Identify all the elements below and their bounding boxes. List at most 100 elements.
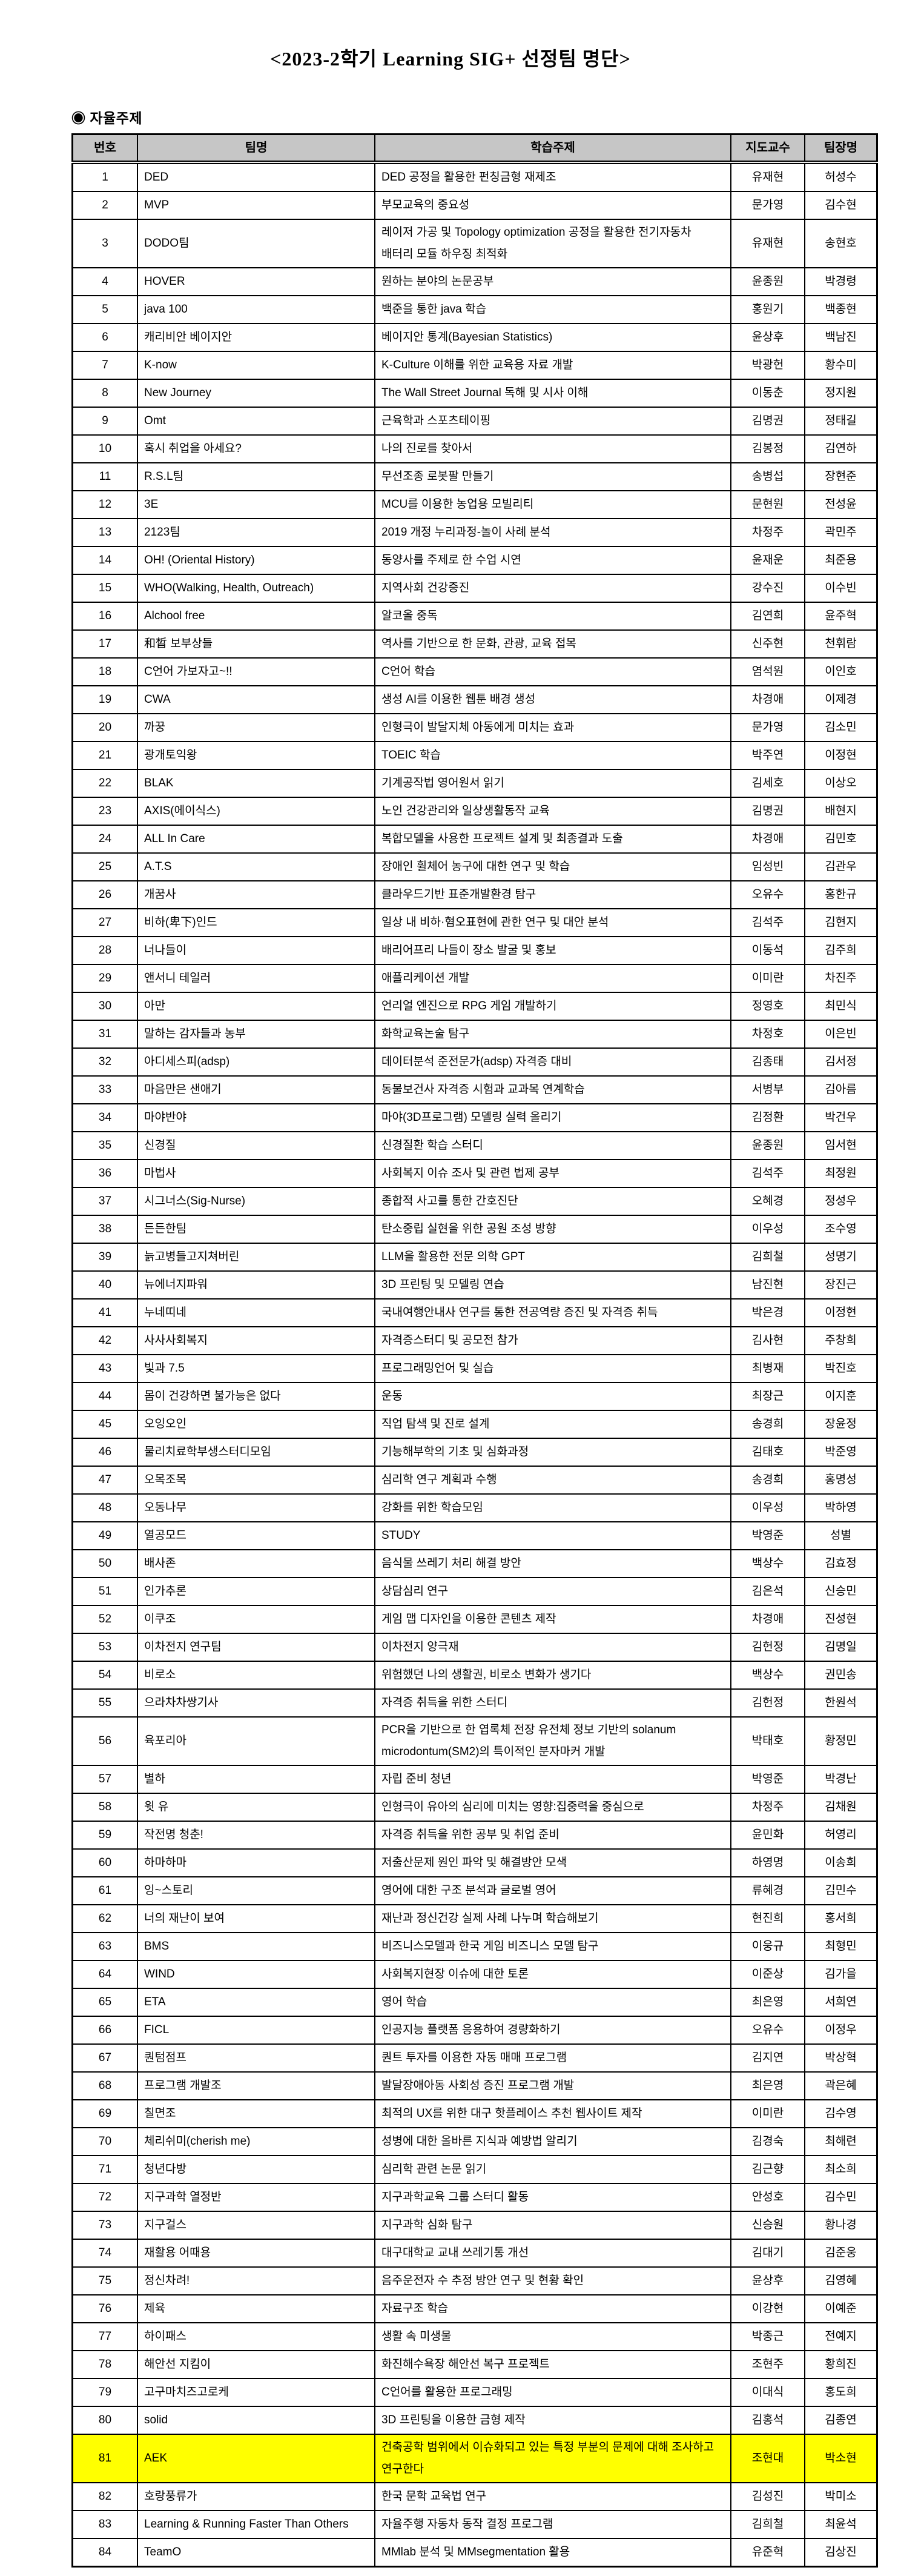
advisor-cell: 김연희 (730, 602, 805, 631)
leader-cell: 최소희 (804, 2155, 878, 2184)
team-name-cell: DODO팀 (137, 219, 375, 268)
table-row: 37 시그너스(Sig-Nurse) 종합적 사고를 통한 간호진단 오혜경 정성우 (71, 1187, 878, 1216)
leader-cell: 성명기 (804, 1243, 878, 1272)
team-name-cell: 시그너스(Sig-Nurse) (137, 1187, 375, 1216)
row-number-cell: 12 (71, 490, 138, 519)
team-name-cell: 잉~스토리 (137, 1876, 375, 1905)
row-number-cell: 11 (71, 462, 138, 491)
topic-cell: 최적의 UX를 위한 대구 핫플레이스 추천 웹사이트 제작 (374, 2099, 731, 2128)
section-label: ◉ 자율주제 (71, 110, 143, 126)
row-number-cell: 76 (71, 2294, 138, 2323)
advisor-cell: 김근향 (730, 2155, 805, 2184)
leader-cell: 김소민 (804, 713, 878, 742)
topic-cell: 비즈니스모델과 한국 게임 비즈니스 모델 탐구 (374, 1932, 731, 1961)
topic-cell: PCR을 기반으로 한 엽록체 전장 유전체 정보 기반의 solanum mi… (374, 1716, 731, 1766)
table-row: 1 DED DED 공정을 활용한 펀칭금형 재제조 유재현 허성수 (71, 162, 878, 192)
team-name-cell: 마야반야 (137, 1103, 375, 1132)
topic-cell: 지역사회 건강증진 (374, 574, 731, 603)
table-row: 17 和晳 보부상들 역사를 기반으로 한 문화, 관광, 교육 접목 신주현 천휘람 (71, 629, 878, 659)
topic-cell: 애플리케이션 개발 (374, 964, 731, 993)
row-number-cell: 59 (71, 1821, 138, 1850)
leader-cell: 천휘람 (804, 629, 878, 659)
row-number-cell: 54 (71, 1661, 138, 1690)
topic-cell: 베이지안 통계(Bayesian Statistics) (374, 323, 731, 352)
advisor-cell: 차경애 (730, 825, 805, 854)
leader-cell: 황정민 (804, 1716, 878, 1766)
advisor-cell: 박영준 (730, 1521, 805, 1550)
leader-cell: 백남진 (804, 323, 878, 352)
leader-cell: 신승민 (804, 1577, 878, 1606)
table-row: 14 OH! (Oriental History) 동양사를 주제로 한 수업 시연… (71, 546, 878, 575)
topic-cell: 2019 개정 누리과정-놀이 사례 분석 (374, 518, 731, 547)
row-number-cell: 48 (71, 1493, 138, 1522)
table-row: 40 뉴에너지파워 3D 프린팅 및 모델링 연습 남진현 장진근 (71, 1270, 878, 1300)
topic-cell: C언어를 활용한 프로그래밍 (374, 2378, 731, 2407)
row-number-cell: 47 (71, 1466, 138, 1495)
row-number-cell: 80 (71, 2406, 138, 2435)
table-row: 27 비하(卑下)인드 일상 내 비하·혐오표현에 관한 연구 및 대안 분석 김석주… (71, 908, 878, 937)
team-name-cell: WHO(Walking, Health, Outreach) (137, 574, 375, 603)
leader-cell: 박경난 (804, 1765, 878, 1794)
row-number-cell: 15 (71, 574, 138, 603)
advisor-cell: 차정주 (730, 518, 805, 547)
row-number-cell: 51 (71, 1577, 138, 1606)
advisor-cell: 이우성 (730, 1493, 805, 1522)
team-name-cell: 광개토익왕 (137, 741, 375, 770)
row-number-cell: 21 (71, 741, 138, 770)
advisor-cell: 이미란 (730, 2099, 805, 2128)
table-row: 25 A.T.S 장애인 휠체어 농구에 대한 연구 및 학습 임성빈 김관우 (71, 852, 878, 881)
header-row: 번호 팀명 학습주제 지도교수 팀장명 (71, 133, 878, 164)
team-name-cell: 혹시 취업을 아세요? (137, 434, 375, 463)
advisor-cell: 문가영 (730, 713, 805, 742)
advisor-cell: 류혜경 (730, 1876, 805, 1905)
row-number-cell: 32 (71, 1047, 138, 1077)
team-name-cell: solid (137, 2406, 375, 2435)
row-number-cell: 31 (71, 1020, 138, 1049)
topic-cell: 부모교육의 중요성 (374, 191, 731, 220)
table-row: 32 아디세스피(adsp) 데이터분석 준전문가(adsp) 자격증 대비 김종태 김… (71, 1047, 878, 1077)
leader-cell: 최준용 (804, 546, 878, 575)
team-name-cell: 퀀텀점프 (137, 2043, 375, 2073)
row-number-cell: 39 (71, 1243, 138, 1272)
team-name-cell: WIND (137, 1960, 375, 1989)
topic-cell: 사회복지 이슈 조사 및 관련 법제 공부 (374, 1159, 731, 1188)
topic-cell: 인형극이 유아의 심리에 미치는 영향:집중력을 중심으로 (374, 1793, 731, 1822)
row-number-cell: 74 (71, 2239, 138, 2268)
topic-cell: 3D 프린팅 및 모델링 연습 (374, 1270, 731, 1300)
row-number-cell: 60 (71, 1848, 138, 1877)
topic-cell: 영어에 대한 구조 분석과 글로벌 영어 (374, 1876, 731, 1905)
topic-cell: MCU를 이용한 농업용 모빌리티 (374, 490, 731, 519)
team-name-cell: 오동나무 (137, 1493, 375, 1522)
team-name-cell: 열공모드 (137, 1521, 375, 1550)
table-row: 78 해안선 지킴이 화진해수욕장 해안선 복구 프로젝트 조현주 황희진 (71, 2350, 878, 2379)
leader-cell: 최윤석 (804, 2510, 878, 2539)
advisor-cell: 김태호 (730, 1438, 805, 1467)
advisor-cell: 이동춘 (730, 379, 805, 408)
topic-cell: 노인 건강관리와 일상생활동작 교육 (374, 797, 731, 826)
team-name-cell: 늙고병들고지쳐버린 (137, 1243, 375, 1272)
advisor-cell: 이강현 (730, 2294, 805, 2323)
team-name-cell: FICL (137, 2016, 375, 2045)
leader-cell: 김효정 (804, 1549, 878, 1578)
team-name-cell: 고구마치즈고로케 (137, 2378, 375, 2407)
table-row: 82 호랑풍류가 한국 문학 교육법 연구 김성진 박미소 (71, 2482, 878, 2511)
table-row: 47 오목조목 심리학 연구 계획과 수행 송경희 홍명성 (71, 1466, 878, 1495)
header-cell-number: 번호 (71, 133, 138, 164)
table-row: 7 K-now K-Culture 이해를 위한 교육용 자료 개발 박광헌 황수미 (71, 351, 878, 380)
table-row: 83 Learning & Running Faster Than Others 자… (71, 2510, 878, 2539)
row-number-cell: 40 (71, 1270, 138, 1300)
table-row: 53 이차전지 연구팀 이차전지 양극재 김헌정 김명일 (71, 1633, 878, 1662)
row-number-cell: 45 (71, 1410, 138, 1439)
table-row: 77 하이패스 생활 속 미생물 박종근 전예지 (71, 2322, 878, 2351)
advisor-cell: 김은석 (730, 1577, 805, 1606)
table-row: 44 몸이 건강하면 불가능은 없다 운동 최장근 이지훈 (71, 1382, 878, 1411)
leader-cell: 전성윤 (804, 490, 878, 519)
leader-cell: 김아름 (804, 1075, 878, 1104)
team-name-cell: 아만 (137, 992, 375, 1021)
row-number-cell: 79 (71, 2378, 138, 2407)
table-row: 19 CWA 생성 AI를 이용한 웹툰 배경 생성 차경애 이제경 (71, 685, 878, 714)
table-row: 11 R.S.L팀 무선조종 로봇팔 만들기 송병섭 장현준 (71, 462, 878, 491)
team-name-cell: 아디세스피(adsp) (137, 1047, 375, 1077)
leader-cell: 김주희 (804, 936, 878, 965)
leader-cell: 이인호 (804, 657, 878, 686)
